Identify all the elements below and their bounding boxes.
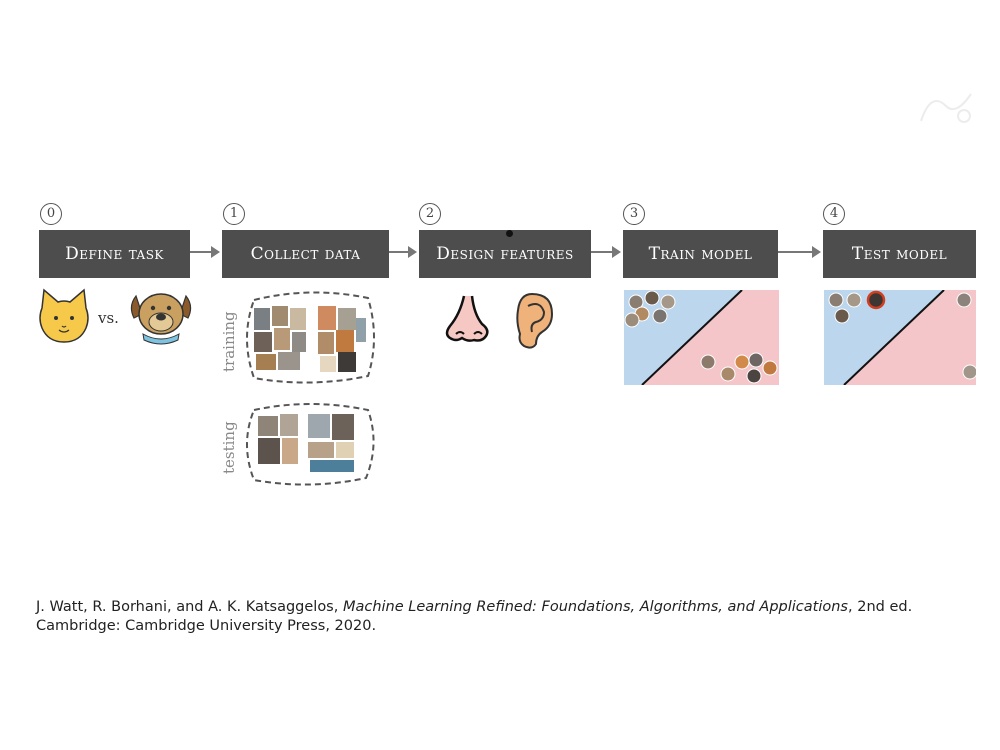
training-label: training bbox=[220, 311, 238, 372]
step-number-2: 2 bbox=[419, 203, 441, 225]
vs-label: vs. bbox=[98, 309, 119, 327]
step-number-4: 4 bbox=[823, 203, 845, 225]
step-number-3: 3 bbox=[623, 203, 645, 225]
step-define-task: Define task bbox=[39, 230, 190, 278]
citation-authors: J. Watt, R. Borhani, and A. K. Katsaggel… bbox=[36, 599, 343, 615]
testing-label: testing bbox=[220, 421, 238, 474]
step-test-model: Test model bbox=[823, 230, 976, 278]
test-points bbox=[828, 292, 976, 380]
arrow-3-4 bbox=[778, 246, 821, 258]
train-model-plot bbox=[624, 290, 779, 385]
arrow-0-1 bbox=[190, 246, 220, 258]
citation: J. Watt, R. Borhani, and A. K. Katsaggel… bbox=[36, 598, 956, 636]
nose-icon bbox=[445, 295, 489, 342]
arrow-2-3 bbox=[591, 246, 621, 258]
citation-publisher: , 2nd ed. Cambridge: Cambridge Universit… bbox=[36, 599, 913, 634]
testing-set-cloud bbox=[246, 403, 375, 486]
arrow-1-2 bbox=[389, 246, 417, 258]
citation-title: Machine Learning Refined: Foundations, A… bbox=[342, 599, 848, 615]
step-design-features: Design features bbox=[419, 230, 591, 278]
pointer-dot bbox=[506, 230, 513, 237]
test-model-plot bbox=[824, 290, 976, 385]
step-collect-data: Collect data bbox=[222, 230, 389, 278]
train-cats-cluster bbox=[700, 352, 778, 384]
step-number-0: 0 bbox=[40, 203, 62, 225]
step-number-1: 1 bbox=[223, 203, 245, 225]
step-train-model: Train model bbox=[623, 230, 778, 278]
ear-icon bbox=[516, 292, 554, 349]
training-set-cloud bbox=[246, 291, 375, 384]
watermark-logo bbox=[920, 93, 972, 123]
misclassified-point bbox=[866, 290, 886, 310]
cat-icon bbox=[39, 288, 89, 343]
dog-icon bbox=[130, 293, 192, 345]
train-dogs-cluster bbox=[624, 290, 676, 328]
